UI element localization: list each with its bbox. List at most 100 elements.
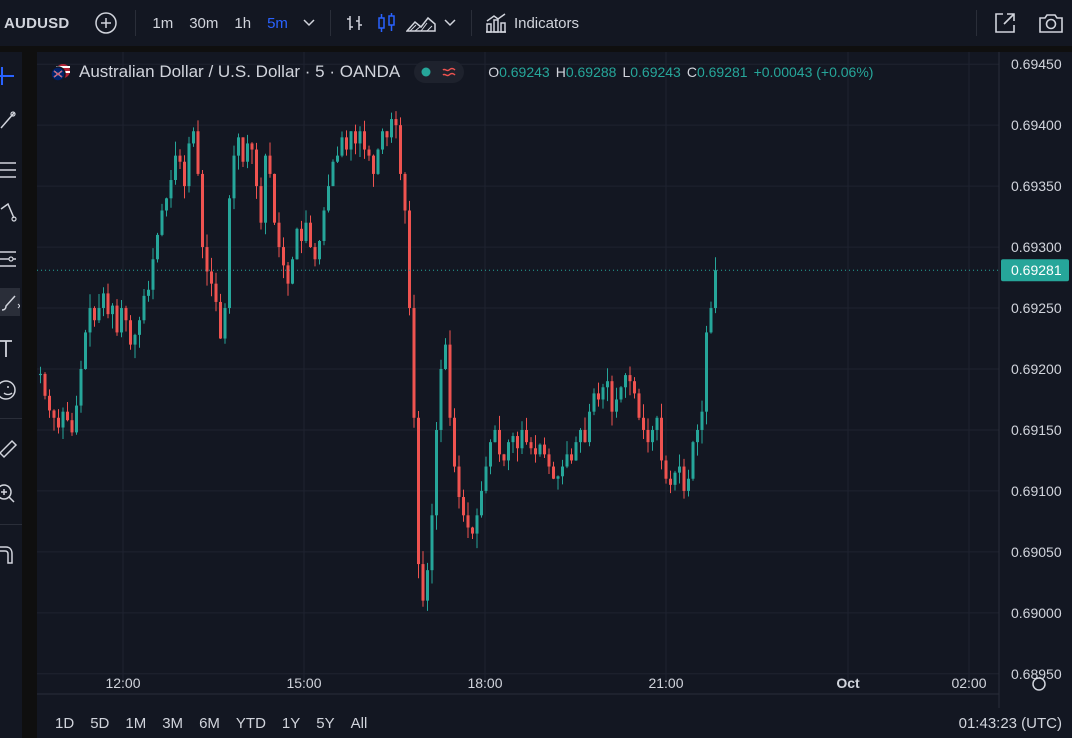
candle-body bbox=[394, 119, 398, 126]
text-tool[interactable] bbox=[0, 334, 22, 362]
candle-body bbox=[682, 466, 686, 491]
candle-body bbox=[709, 308, 713, 333]
candle-body bbox=[106, 293, 110, 315]
candle-body bbox=[642, 417, 645, 430]
utc-clock[interactable]: 01:43:23 (UTC) bbox=[958, 714, 1062, 732]
range-1y[interactable]: 1Y bbox=[281, 714, 301, 732]
axis-settings-icon[interactable] bbox=[1032, 677, 1046, 691]
symbol-title[interactable]: Australian Dollar / U.S. Dollar · 5 · OA… bbox=[79, 62, 401, 81]
candle-body bbox=[349, 131, 353, 150]
candle-body bbox=[628, 375, 632, 382]
market-status-toggle[interactable] bbox=[414, 61, 465, 83]
toolbar-separator bbox=[329, 10, 331, 36]
ruler-icon bbox=[0, 439, 18, 459]
smiley-icon bbox=[0, 380, 16, 400]
candle-body bbox=[493, 429, 497, 443]
toolbar-separator bbox=[0, 418, 22, 419]
cursor-tool[interactable] bbox=[0, 62, 22, 90]
candle-body bbox=[412, 308, 416, 418]
approx-icon bbox=[442, 67, 456, 77]
price-chart[interactable]: 0.69450 0.69400 0.69350 0.69300 0.69250 0.692… bbox=[37, 52, 1072, 708]
high-label: H bbox=[555, 64, 566, 80]
crosshair-icon bbox=[0, 67, 14, 85]
candle-body bbox=[340, 137, 344, 156]
snapshot-button[interactable] bbox=[1036, 8, 1066, 38]
zoom-tool[interactable] bbox=[0, 480, 22, 508]
close-label: C bbox=[686, 64, 697, 80]
close-value: 0.69281 bbox=[696, 64, 748, 80]
candle-body bbox=[615, 399, 618, 412]
bottom-toolbar: 1D 5D 1M 3M 6M YTD 1Y 5Y All 01:43:23 (U… bbox=[37, 708, 1072, 738]
candle-body bbox=[588, 411, 591, 443]
magnet-icon bbox=[0, 546, 13, 564]
compare-symbol-button[interactable] bbox=[91, 8, 121, 38]
price-tick-label: 0.68950 bbox=[1011, 666, 1062, 682]
candle-body bbox=[385, 131, 389, 138]
candle-body bbox=[250, 143, 254, 150]
range-5d[interactable]: 5D bbox=[90, 714, 110, 732]
zoom-in-icon bbox=[0, 484, 15, 503]
interval-30m[interactable]: 30m bbox=[189, 14, 219, 32]
chart-pane[interactable]: 0.69450 0.69400 0.69350 0.69300 0.69250 0.692… bbox=[37, 52, 1072, 738]
interval-5m[interactable]: 5m bbox=[267, 14, 288, 32]
symbol-search[interactable]: AUDUSD bbox=[4, 14, 70, 32]
candle-body bbox=[457, 466, 461, 498]
candle-body bbox=[196, 131, 200, 174]
candle-body bbox=[592, 393, 596, 412]
range-1d[interactable]: 1D bbox=[55, 714, 75, 732]
bar-style-button[interactable] bbox=[339, 8, 371, 38]
price-tick-label: 0.69100 bbox=[1011, 483, 1062, 499]
candle-body bbox=[336, 155, 339, 162]
candle-style-button[interactable] bbox=[371, 8, 403, 38]
trend-line-tool[interactable] bbox=[0, 106, 22, 134]
candle-body bbox=[43, 373, 47, 396]
candle-body bbox=[669, 478, 672, 485]
candle-body bbox=[426, 570, 429, 601]
candle-body bbox=[480, 490, 483, 516]
fullscreen-button[interactable] bbox=[990, 8, 1020, 38]
range-3m[interactable]: 3M bbox=[162, 714, 184, 732]
range-all[interactable]: All bbox=[350, 714, 368, 732]
candle-body bbox=[705, 332, 708, 412]
interval-dropdown-button[interactable] bbox=[296, 8, 322, 38]
candle-body bbox=[255, 149, 258, 187]
candle-body bbox=[57, 417, 60, 428]
candle-body bbox=[534, 448, 537, 455]
candle-body bbox=[511, 436, 515, 443]
chart-type-dropdown-button[interactable] bbox=[439, 8, 461, 38]
toolbar-separator bbox=[470, 10, 472, 36]
candle-body bbox=[88, 308, 92, 333]
interval-1m[interactable]: 1m bbox=[152, 14, 174, 32]
candle-body bbox=[309, 222, 312, 248]
range-5y[interactable]: 5Y bbox=[316, 714, 335, 732]
price-tick-label: 0.69300 bbox=[1011, 239, 1062, 255]
fib-tool[interactable] bbox=[0, 156, 22, 184]
candle-body bbox=[556, 476, 560, 479]
pattern-tool[interactable] bbox=[0, 198, 22, 226]
measure-tool[interactable] bbox=[0, 434, 22, 462]
candle-body bbox=[714, 270, 717, 309]
area-style-button[interactable] bbox=[403, 8, 439, 38]
interval-1h[interactable]: 1h bbox=[234, 14, 252, 32]
prediction-tool[interactable] bbox=[0, 244, 22, 272]
candle-body bbox=[282, 247, 285, 266]
time-tick-label: 18:00 bbox=[467, 675, 502, 691]
candle-body bbox=[133, 334, 137, 345]
range-ytd[interactable]: YTD bbox=[235, 714, 266, 732]
candle-body bbox=[687, 478, 690, 491]
brush-tool[interactable] bbox=[0, 288, 20, 316]
magnet-tool[interactable] bbox=[0, 540, 22, 568]
candle-body bbox=[93, 308, 96, 321]
candle-body bbox=[183, 161, 186, 187]
candle-body bbox=[421, 564, 425, 601]
emoji-tool[interactable] bbox=[0, 376, 22, 404]
candle-body bbox=[178, 155, 182, 162]
candle-body bbox=[187, 143, 191, 187]
candle-body bbox=[124, 308, 128, 321]
indicators-button[interactable]: Indicators bbox=[484, 8, 579, 38]
range-1m[interactable]: 1M bbox=[125, 714, 147, 732]
candle-body bbox=[52, 410, 56, 418]
range-6m[interactable]: 6M bbox=[199, 714, 220, 732]
candle-body bbox=[102, 293, 105, 309]
candle-body bbox=[75, 405, 78, 433]
